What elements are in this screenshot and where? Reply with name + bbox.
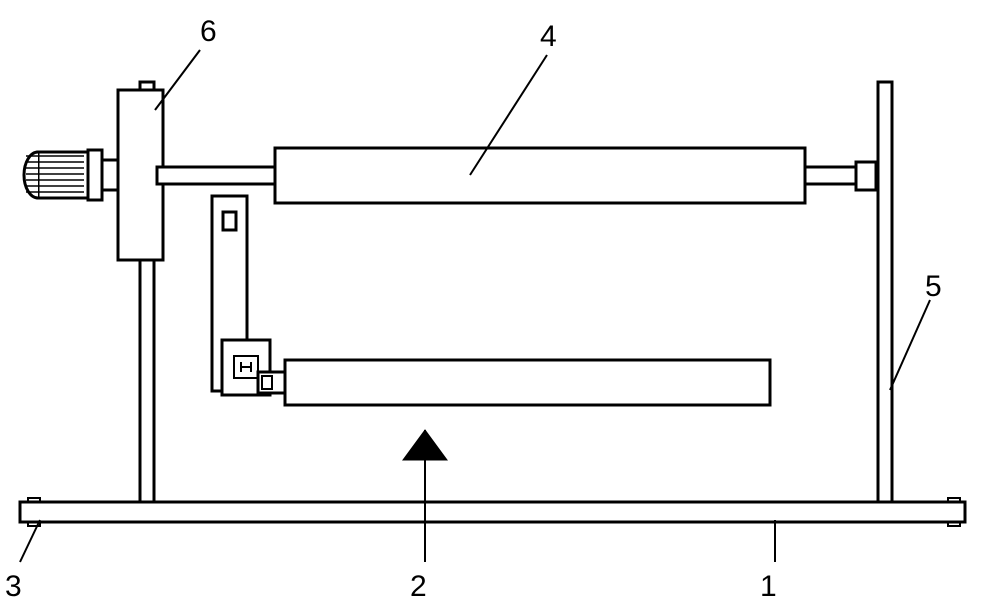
- label-6: 6: [200, 15, 217, 49]
- label-2: 2: [410, 570, 427, 604]
- base-tab-0: [28, 498, 40, 502]
- label-4: 4: [540, 20, 557, 54]
- base-tab-2: [948, 498, 960, 502]
- motor-body: [38, 152, 88, 198]
- label-5: 5: [925, 270, 942, 304]
- label-1: 1: [760, 570, 777, 604]
- collar: [88, 150, 102, 200]
- leader-4: [890, 300, 930, 390]
- motor-cap: [24, 152, 38, 198]
- leader-5: [155, 50, 200, 110]
- arrowhead-2: [403, 430, 447, 460]
- lower-roller: [285, 360, 770, 405]
- upper-roller: [275, 148, 805, 203]
- upper-shaft-left: [157, 167, 275, 184]
- base-tab-3: [948, 522, 960, 526]
- spacer: [102, 160, 118, 190]
- upper-cap-right: [856, 162, 876, 190]
- label-3: 3: [5, 570, 22, 604]
- base-plate: [20, 502, 965, 522]
- right-post: [878, 82, 892, 502]
- slide-top-stub: [223, 212, 236, 230]
